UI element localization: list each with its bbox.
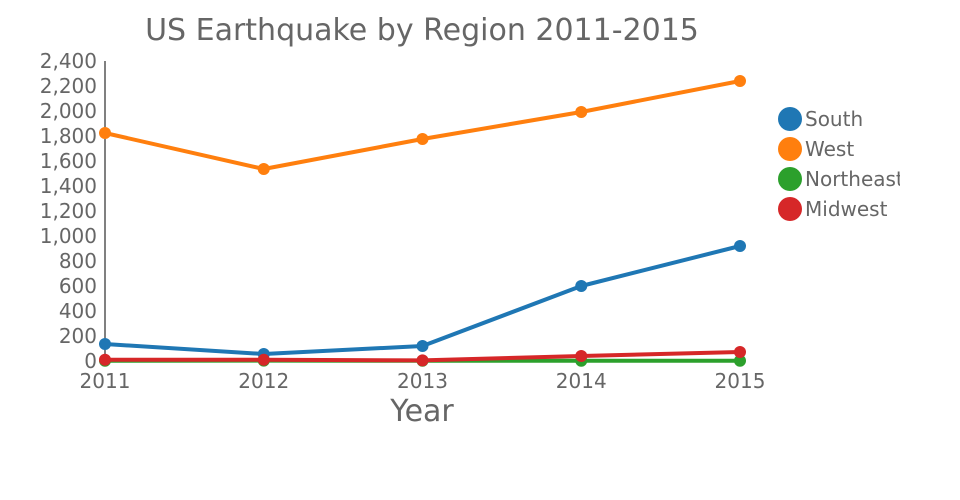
legend-item-west[interactable]: West bbox=[778, 137, 854, 161]
y-tick-label: 2,400 bbox=[40, 49, 97, 73]
legend[interactable]: South West Northeast Midwest bbox=[778, 107, 904, 221]
y-tick-label: 1,200 bbox=[40, 199, 97, 223]
data-point bbox=[257, 353, 270, 366]
data-point bbox=[734, 354, 746, 367]
legend-marker bbox=[778, 107, 802, 131]
data-point bbox=[734, 346, 746, 358]
data-point bbox=[575, 106, 588, 118]
data-point bbox=[99, 127, 111, 139]
series-lines bbox=[99, 75, 746, 367]
chart-title: US Earthquake by Region 2011-2015 bbox=[145, 13, 699, 48]
series-line bbox=[104, 79, 741, 171]
x-tick-label: 2014 bbox=[556, 369, 607, 393]
legend-label: Midwest bbox=[805, 197, 888, 221]
x-tick-label: 2012 bbox=[238, 369, 289, 393]
legend-label: Northeast bbox=[805, 167, 904, 191]
data-point bbox=[575, 350, 588, 362]
x-tick-label: 2011 bbox=[80, 369, 131, 393]
legend-item-south[interactable]: South bbox=[778, 107, 863, 131]
y-tick-label: 800 bbox=[59, 249, 97, 273]
data-point bbox=[416, 340, 429, 352]
y-tick-label: 2,200 bbox=[40, 74, 97, 98]
series-west bbox=[99, 75, 746, 175]
x-axis-label: Year bbox=[389, 394, 454, 429]
legend-item-northeast[interactable]: Northeast bbox=[778, 167, 904, 191]
data-point bbox=[734, 240, 746, 252]
y-tick-label: 600 bbox=[59, 274, 97, 298]
data-point bbox=[575, 280, 588, 292]
x-tick-label: 2015 bbox=[715, 369, 766, 393]
series-south bbox=[99, 240, 746, 360]
legend-label: West bbox=[805, 137, 854, 161]
x-tick-label: 2013 bbox=[397, 369, 448, 393]
y-tick-label: 200 bbox=[59, 324, 97, 348]
y-axis: 02004006008001,0001,2001,4001,6001,8002,… bbox=[40, 49, 106, 373]
data-point bbox=[99, 338, 111, 350]
data-point bbox=[416, 354, 429, 367]
y-tick-label: 1,000 bbox=[40, 224, 97, 248]
series-line bbox=[104, 244, 741, 356]
data-point bbox=[99, 353, 111, 366]
y-tick-label: 1,600 bbox=[40, 149, 97, 173]
legend-marker bbox=[778, 167, 802, 191]
y-tick-label: 1,800 bbox=[40, 124, 97, 148]
series-midwest bbox=[99, 346, 746, 367]
legend-marker bbox=[778, 137, 802, 161]
y-tick-label: 1,400 bbox=[40, 174, 97, 198]
y-tick-label: 2,000 bbox=[40, 99, 97, 123]
data-point bbox=[734, 75, 746, 87]
legend-marker bbox=[778, 197, 802, 221]
y-tick-label: 400 bbox=[59, 299, 97, 323]
data-point bbox=[416, 133, 429, 145]
data-point bbox=[257, 163, 270, 175]
legend-label: South bbox=[805, 107, 863, 131]
y-tick-label: 0 bbox=[84, 349, 97, 373]
legend-item-midwest[interactable]: Midwest bbox=[778, 197, 888, 221]
